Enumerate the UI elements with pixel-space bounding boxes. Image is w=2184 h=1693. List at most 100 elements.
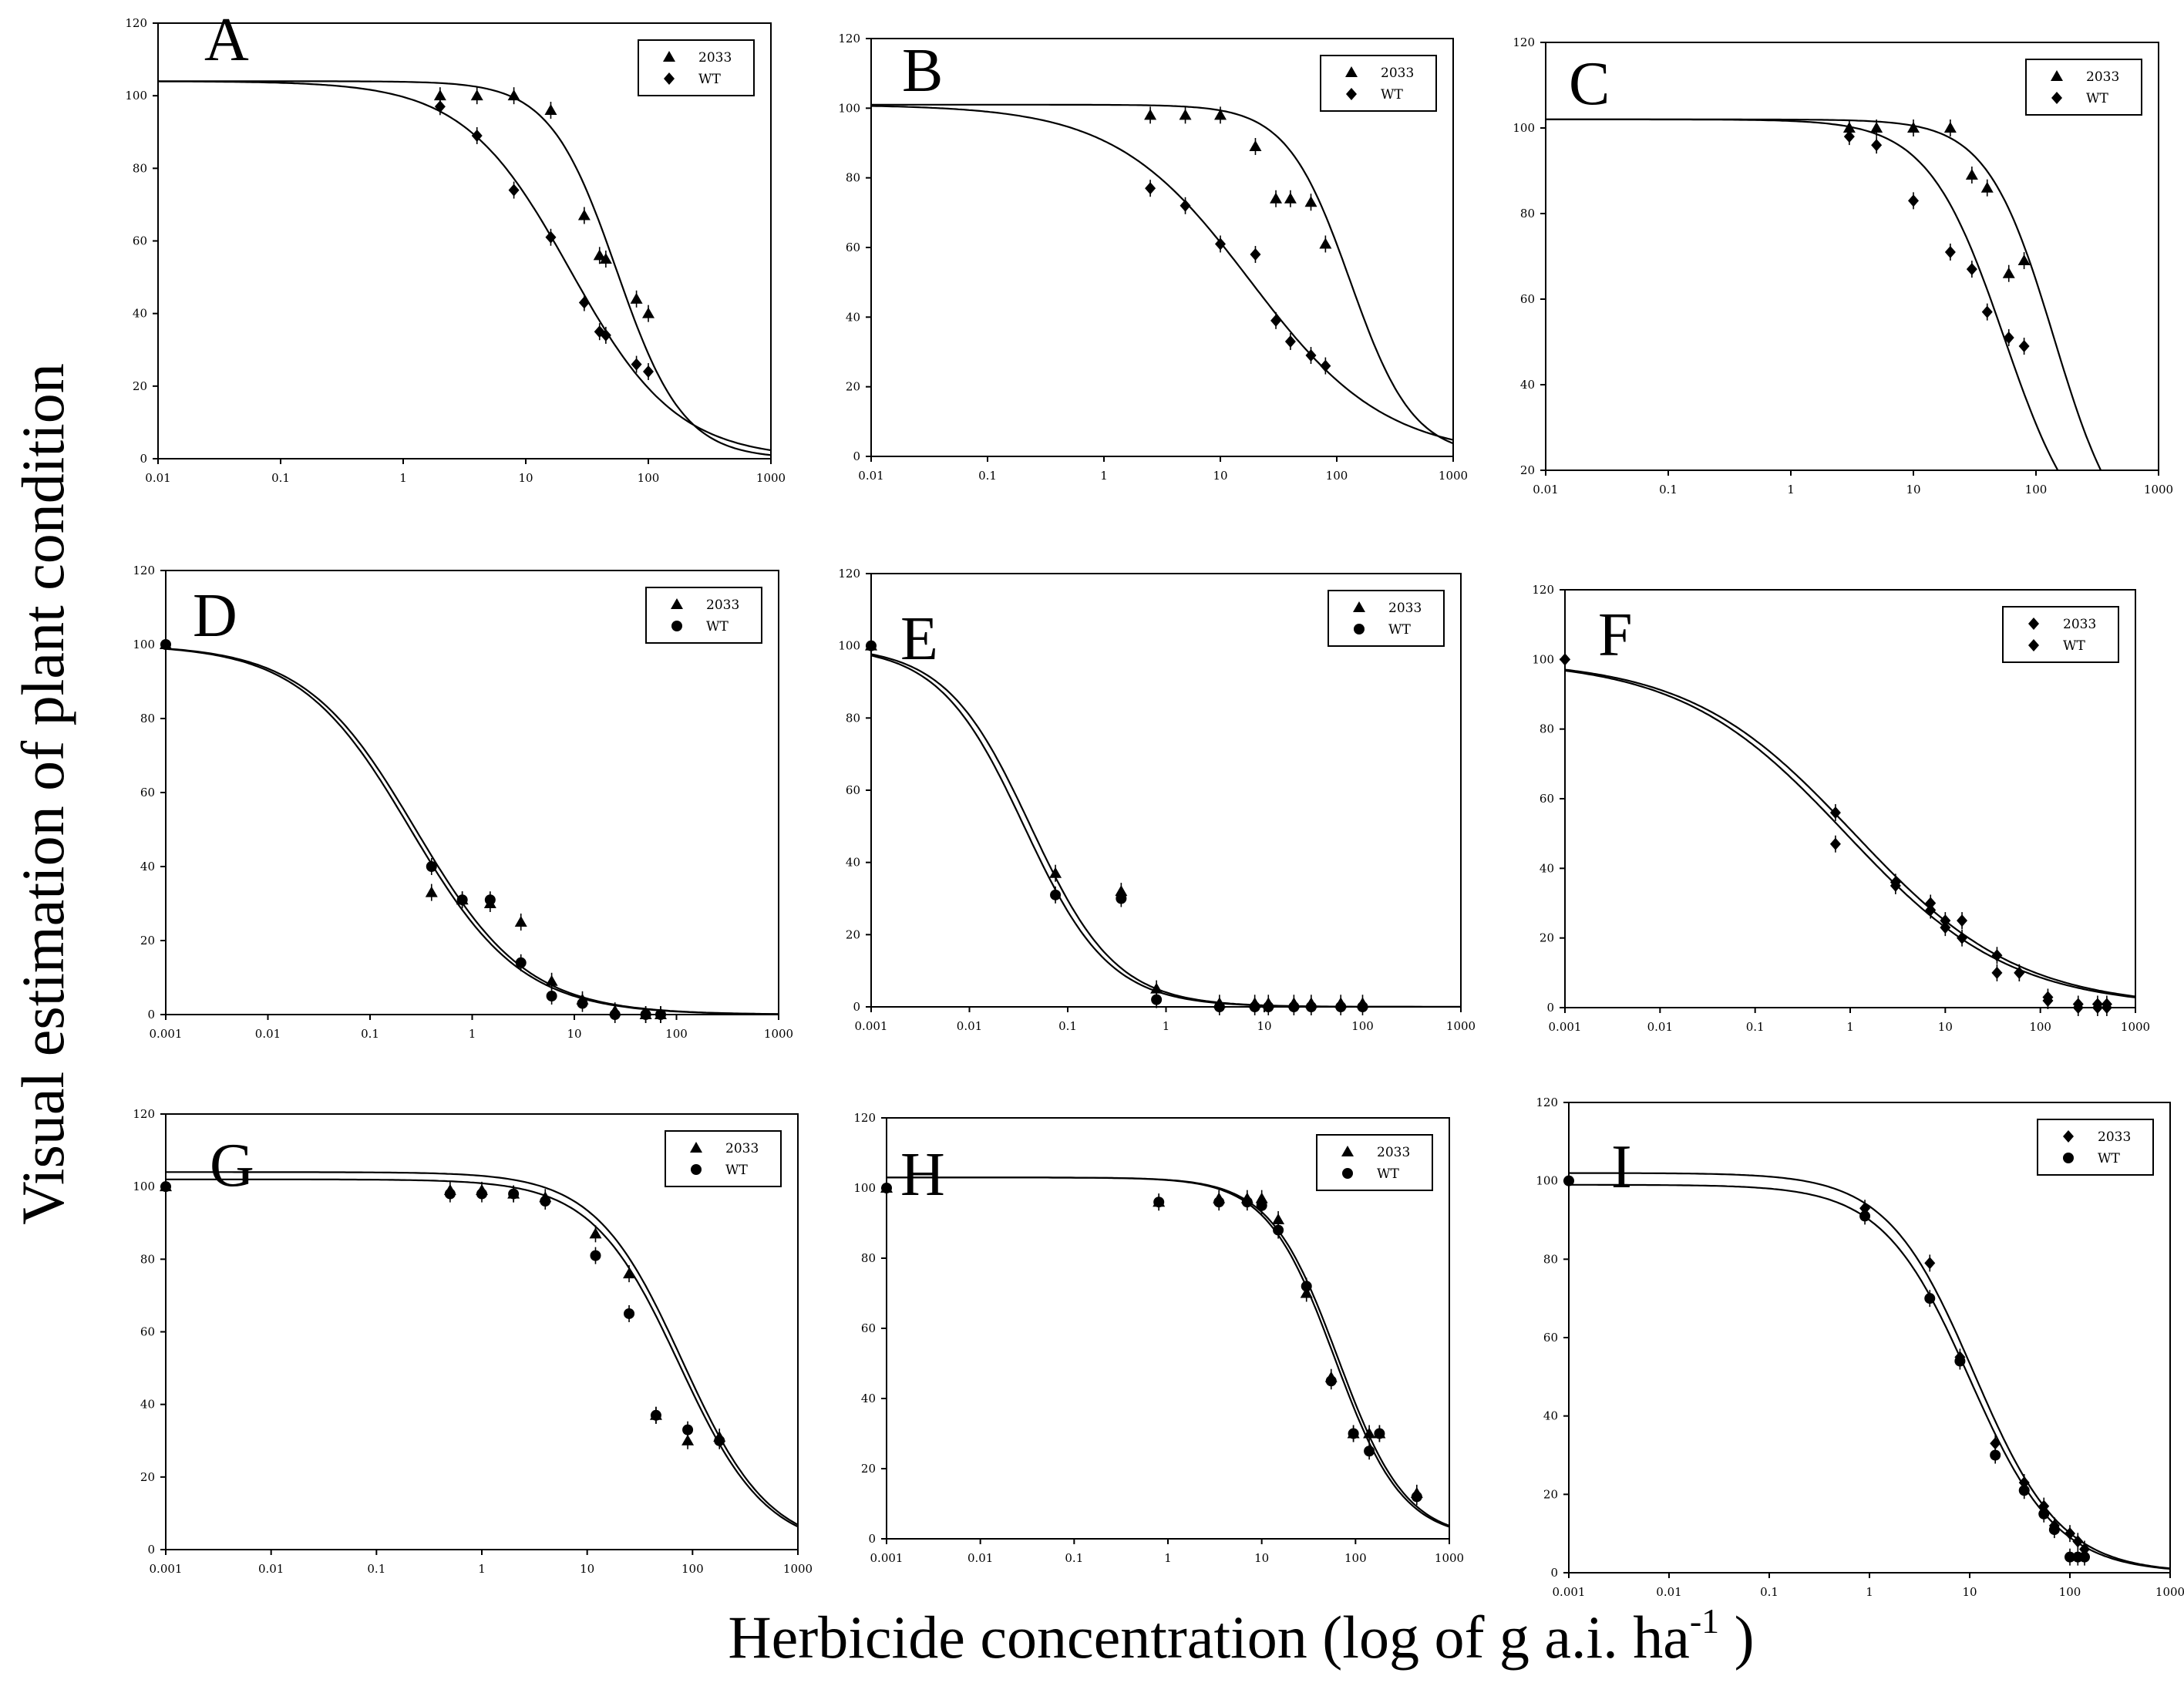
y-tick-label: 40 bbox=[846, 856, 860, 870]
y-tick-label: 20 bbox=[133, 379, 147, 393]
data-point-wt bbox=[577, 998, 588, 1009]
x-tick-label: 1000 bbox=[783, 1562, 813, 1576]
data-point-wt bbox=[1357, 1001, 1368, 1012]
data-point-2033 bbox=[642, 307, 655, 318]
legend-label-2033: 2033 bbox=[725, 1141, 759, 1156]
legend-box bbox=[638, 39, 755, 96]
data-point-wt bbox=[434, 100, 446, 113]
data-point-wt bbox=[515, 957, 527, 968]
data-point-wt bbox=[650, 1409, 661, 1421]
y-tick-label: 100 bbox=[133, 1180, 155, 1193]
data-point-wt bbox=[866, 640, 877, 651]
legend-box bbox=[1316, 1134, 1433, 1191]
data-point-wt bbox=[1305, 1001, 1317, 1012]
x-tick-label: 1000 bbox=[764, 1027, 793, 1041]
y-tick-label: 0 bbox=[853, 449, 860, 463]
data-point-wt bbox=[600, 328, 611, 342]
data-point-wt bbox=[1957, 931, 1968, 944]
data-point-wt bbox=[1944, 245, 1956, 258]
data-point-wt bbox=[1966, 263, 1977, 276]
data-point-2033 bbox=[1144, 109, 1157, 120]
x-tick-label: 10 bbox=[1257, 1019, 1271, 1033]
data-point-wt bbox=[1990, 1449, 2001, 1461]
x-tick-label: 10 bbox=[567, 1027, 581, 1041]
data-point-2033 bbox=[1965, 169, 1978, 180]
x-tick-label: 1 bbox=[478, 1562, 486, 1576]
x-tick-label: 0.01 bbox=[967, 1551, 993, 1565]
panel-letter: G bbox=[210, 1132, 254, 1200]
fit-curve-wt bbox=[1565, 669, 2135, 998]
y-tick-label: 60 bbox=[140, 786, 155, 799]
x-axis-label-close: ) bbox=[1719, 1604, 1754, 1671]
y-tick-label: 40 bbox=[846, 310, 860, 324]
data-point-wt bbox=[2014, 966, 2025, 979]
x-tick-label: 1 bbox=[469, 1027, 476, 1041]
y-tick-label: 0 bbox=[868, 1532, 876, 1546]
y-tick-label: 120 bbox=[133, 1107, 155, 1121]
x-tick-label: 0.01 bbox=[145, 471, 170, 485]
y-tick-label: 120 bbox=[1536, 1096, 1558, 1109]
panel-letter: F bbox=[1598, 601, 1633, 669]
data-point-2033 bbox=[589, 1227, 602, 1239]
data-point-wt bbox=[2048, 1524, 2060, 1536]
panel-letter: I bbox=[1611, 1133, 1632, 1201]
x-tick-label: 0.01 bbox=[957, 1019, 982, 1033]
x-tick-label: 0.001 bbox=[150, 1562, 183, 1576]
data-point-2033 bbox=[470, 89, 483, 101]
y-tick-label: 40 bbox=[1520, 378, 1535, 392]
x-tick-label: 1 bbox=[1866, 1585, 1873, 1599]
data-point-wt bbox=[1364, 1446, 1375, 1457]
y-tick-label: 80 bbox=[133, 161, 147, 175]
data-point-wt bbox=[1250, 248, 1261, 261]
x-tick-label: 10 bbox=[1938, 1020, 1953, 1034]
y-tick-label: 80 bbox=[1543, 1252, 1558, 1266]
data-point-wt bbox=[160, 1181, 171, 1193]
y-axis-label: Visual estimation of plant condition bbox=[9, 363, 76, 1224]
data-point-2033 bbox=[681, 1434, 695, 1446]
y-tick-label: 100 bbox=[838, 101, 860, 115]
x-axis-label: Herbicide concentration (log of g a.i. h… bbox=[728, 1601, 1754, 1671]
fit-curve-2033 bbox=[166, 1171, 798, 1526]
data-point-2033 bbox=[1870, 122, 1883, 133]
data-point-wt bbox=[508, 183, 520, 197]
legend-marker-2033 bbox=[690, 1142, 702, 1153]
y-tick-label: 80 bbox=[1520, 207, 1535, 220]
x-tick-label: 100 bbox=[665, 1027, 688, 1041]
x-tick-label: 0.1 bbox=[271, 471, 290, 485]
y-tick-label: 0 bbox=[853, 1000, 860, 1014]
data-point-wt bbox=[508, 1188, 520, 1200]
panel-letter: H bbox=[900, 1141, 945, 1209]
data-point-2033 bbox=[630, 292, 643, 304]
fit-curve-2033 bbox=[1565, 668, 2135, 998]
data-point-wt bbox=[1843, 130, 1855, 143]
y-tick-label: 80 bbox=[846, 711, 860, 725]
data-point-wt bbox=[624, 1308, 635, 1319]
y-tick-label: 60 bbox=[1520, 292, 1535, 306]
x-tick-label: 1 bbox=[1163, 1019, 1170, 1033]
fit-curve-wt bbox=[1569, 1183, 2170, 1570]
data-point-wt bbox=[1560, 653, 1570, 666]
x-tick-label: 0.1 bbox=[361, 1027, 379, 1041]
legend-label-wt: WT bbox=[1388, 622, 1411, 638]
data-point-2033 bbox=[2065, 1527, 2075, 1540]
x-tick-label: 1000 bbox=[756, 471, 786, 485]
data-point-wt bbox=[1256, 1200, 1267, 1211]
data-point-wt bbox=[2042, 994, 2054, 1007]
data-point-wt bbox=[1991, 966, 2003, 979]
data-point-2033 bbox=[1270, 192, 1283, 204]
y-tick-label: 20 bbox=[140, 1470, 155, 1484]
legend-box bbox=[665, 1130, 782, 1187]
legend-marker-wt bbox=[691, 1164, 702, 1175]
y-tick-label: 100 bbox=[853, 1181, 876, 1195]
legend-marker-wt bbox=[1354, 624, 1365, 634]
data-point-wt bbox=[714, 1435, 725, 1446]
legend-marker-2033 bbox=[2051, 70, 2063, 81]
x-tick-label: 1000 bbox=[2144, 483, 2173, 496]
data-point-wt bbox=[1954, 1355, 1966, 1367]
data-point-wt bbox=[476, 1188, 487, 1200]
y-tick-label: 60 bbox=[1543, 1331, 1558, 1345]
legend-label-2033: 2033 bbox=[2063, 617, 2096, 632]
y-tick-label: 20 bbox=[140, 934, 155, 947]
x-tick-label: 1 bbox=[1100, 469, 1108, 483]
x-tick-label: 1000 bbox=[1435, 1551, 1464, 1565]
